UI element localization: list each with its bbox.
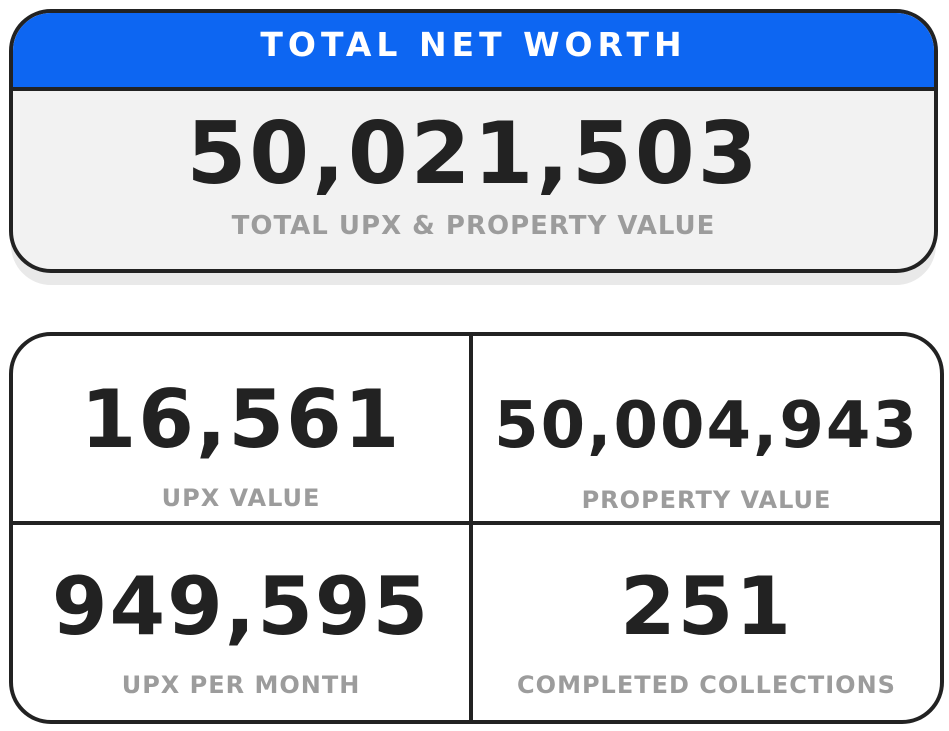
stat-upx-value: 16,561 UPX VALUE — [13, 336, 473, 525]
completed-collections-label: COMPLETED COLLECTIONS — [517, 671, 896, 699]
stat-property-value: 50,004,943 PROPERTY VALUE — [473, 336, 940, 525]
property-value-number: 50,004,943 — [494, 389, 919, 463]
upx-per-month-label: UPX PER MONTH — [121, 671, 361, 699]
upx-value-number: 16,561 — [80, 373, 402, 466]
upx-value-label: UPX VALUE — [161, 484, 321, 512]
stat-upx-per-month: 949,595 UPX PER MONTH — [13, 525, 473, 720]
stat-completed-collections: 251 COMPLETED COLLECTIONS — [473, 525, 940, 720]
stats-grid: 16,561 UPX VALUE 50,004,943 PROPERTY VAL… — [9, 332, 944, 724]
completed-collections-number: 251 — [620, 560, 793, 653]
net-worth-value: 50,021,503 — [186, 104, 761, 204]
property-value-label: PROPERTY VALUE — [581, 486, 832, 514]
net-worth-card: TOTAL NET WORTH 50,021,503 TOTAL UPX & P… — [9, 9, 938, 273]
upx-per-month-number: 949,595 — [51, 560, 431, 653]
net-worth-header: TOTAL NET WORTH — [13, 13, 934, 91]
net-worth-title: TOTAL NET WORTH — [260, 24, 687, 64]
net-worth-subtitle: TOTAL UPX & PROPERTY VALUE — [231, 211, 716, 241]
